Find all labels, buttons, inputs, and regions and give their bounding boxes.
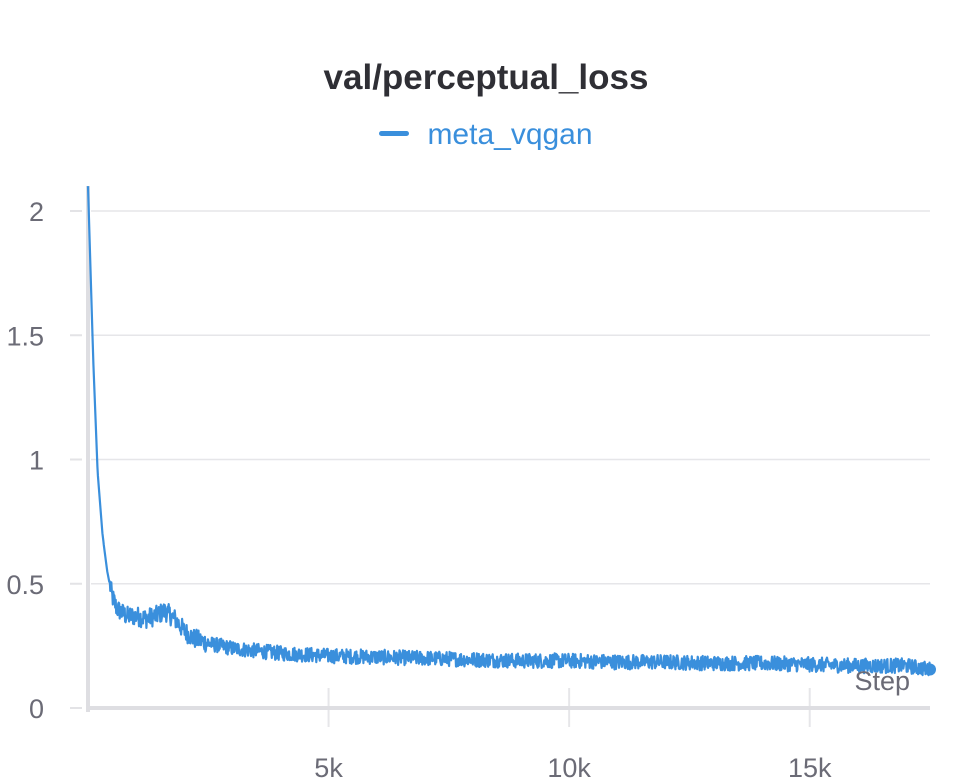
x-tick-label: 5k <box>314 753 343 783</box>
y-tick-label: 1 <box>29 446 44 476</box>
x-tick-label: 15k <box>788 753 832 783</box>
x-axis-label: Step <box>854 666 910 696</box>
y-tick-labels: 0 0.5 1 1.5 2 <box>6 197 44 724</box>
x-tick-labels: 5k 10k 15k <box>314 753 832 783</box>
y-tick-label: 1.5 <box>6 321 44 351</box>
legend-series-label: meta_vqgan <box>427 118 593 151</box>
chart-title: val/perceptual_loss <box>323 58 649 97</box>
series-line <box>86 186 932 677</box>
series-group <box>86 186 936 677</box>
y-tick-label: 0.5 <box>6 570 44 600</box>
axes <box>70 186 930 727</box>
x-tick-label: 10k <box>547 753 591 783</box>
y-tick-label: 0 <box>29 694 44 724</box>
grid-lines <box>91 210 930 585</box>
y-tick-label: 2 <box>29 197 44 227</box>
legend[interactable]: meta_vqgan <box>0 118 972 152</box>
legend-swatch <box>379 130 410 136</box>
series-end-point[interactable] <box>924 663 936 676</box>
